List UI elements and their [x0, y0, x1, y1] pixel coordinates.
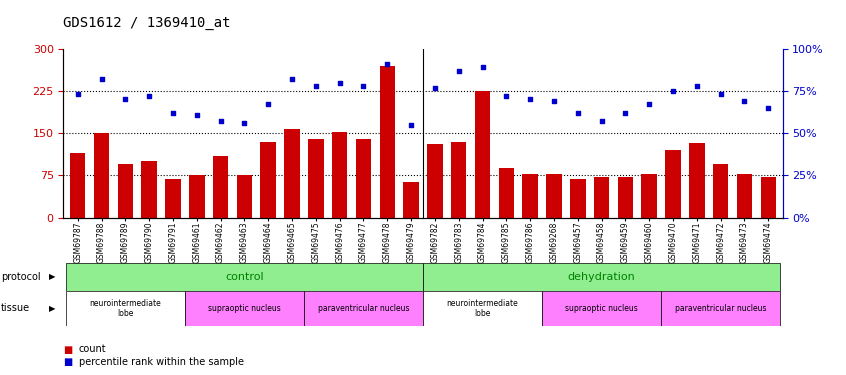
Point — [571, 110, 585, 116]
Text: neurointermediate
lobe: neurointermediate lobe — [90, 299, 162, 318]
Point — [452, 68, 465, 74]
Bar — [141, 161, 157, 218]
Point — [595, 118, 608, 124]
Point — [309, 83, 322, 89]
Bar — [237, 176, 252, 217]
Text: tissue: tissue — [1, 303, 30, 313]
Text: supraoptic nucleus: supraoptic nucleus — [208, 304, 281, 313]
Bar — [689, 143, 705, 218]
Bar — [661, 291, 780, 326]
Point — [71, 92, 85, 98]
Bar — [185, 291, 304, 326]
Point — [142, 93, 156, 99]
Text: paraventricular nucleus: paraventricular nucleus — [318, 304, 409, 313]
Point — [190, 112, 204, 118]
Point — [404, 122, 418, 128]
Bar — [423, 262, 780, 291]
Text: ▶: ▶ — [49, 304, 56, 313]
Bar — [641, 174, 657, 217]
Bar — [423, 291, 542, 326]
Point — [381, 61, 394, 67]
Bar — [542, 291, 661, 326]
Point — [475, 64, 489, 70]
Bar — [308, 139, 323, 218]
Text: neurointermediate
lobe: neurointermediate lobe — [447, 299, 519, 318]
Point — [524, 96, 537, 102]
Bar — [737, 174, 752, 217]
Bar — [284, 129, 299, 217]
Bar — [451, 142, 466, 218]
Bar — [547, 174, 562, 217]
Bar — [404, 182, 419, 218]
Text: control: control — [225, 272, 264, 282]
Bar — [261, 142, 276, 218]
Point — [166, 110, 179, 116]
Bar — [498, 168, 514, 217]
Bar — [66, 291, 185, 326]
Bar — [213, 156, 228, 218]
Point — [95, 76, 108, 82]
Text: ■: ■ — [63, 345, 73, 354]
Bar — [570, 179, 585, 218]
Point — [214, 118, 228, 124]
Bar — [355, 139, 371, 218]
Point — [500, 93, 514, 99]
Text: GDS1612 / 1369410_at: GDS1612 / 1369410_at — [63, 16, 231, 30]
Text: protocol: protocol — [1, 272, 41, 282]
Point — [428, 85, 442, 91]
Point — [285, 76, 299, 82]
Point — [118, 96, 132, 102]
Text: percentile rank within the sample: percentile rank within the sample — [79, 357, 244, 367]
Bar — [618, 177, 633, 218]
Bar — [304, 291, 423, 326]
Bar — [332, 132, 348, 218]
Point — [357, 83, 371, 89]
Text: ▶: ▶ — [49, 272, 56, 281]
Text: supraoptic nucleus: supraoptic nucleus — [565, 304, 638, 313]
Point — [261, 101, 275, 107]
Bar — [165, 179, 181, 218]
Bar — [380, 66, 395, 218]
Point — [738, 98, 751, 104]
Point — [642, 101, 656, 107]
Bar — [118, 164, 133, 218]
Point — [332, 80, 346, 86]
Point — [238, 120, 251, 126]
Bar — [713, 164, 728, 218]
Bar — [475, 91, 491, 218]
Bar — [761, 177, 776, 218]
Bar — [427, 144, 442, 218]
Point — [547, 98, 561, 104]
Bar — [94, 133, 109, 218]
Bar — [665, 150, 681, 217]
Point — [690, 83, 704, 89]
Text: paraventricular nucleus: paraventricular nucleus — [675, 304, 766, 313]
Bar — [594, 177, 609, 218]
Bar — [189, 176, 205, 217]
Point — [761, 105, 775, 111]
Text: dehydration: dehydration — [568, 272, 635, 282]
Point — [714, 92, 728, 98]
Point — [618, 110, 632, 116]
Text: ■: ■ — [63, 357, 73, 367]
Bar — [66, 262, 423, 291]
Text: count: count — [79, 345, 107, 354]
Bar — [70, 153, 85, 218]
Bar — [523, 174, 538, 217]
Point — [667, 88, 680, 94]
